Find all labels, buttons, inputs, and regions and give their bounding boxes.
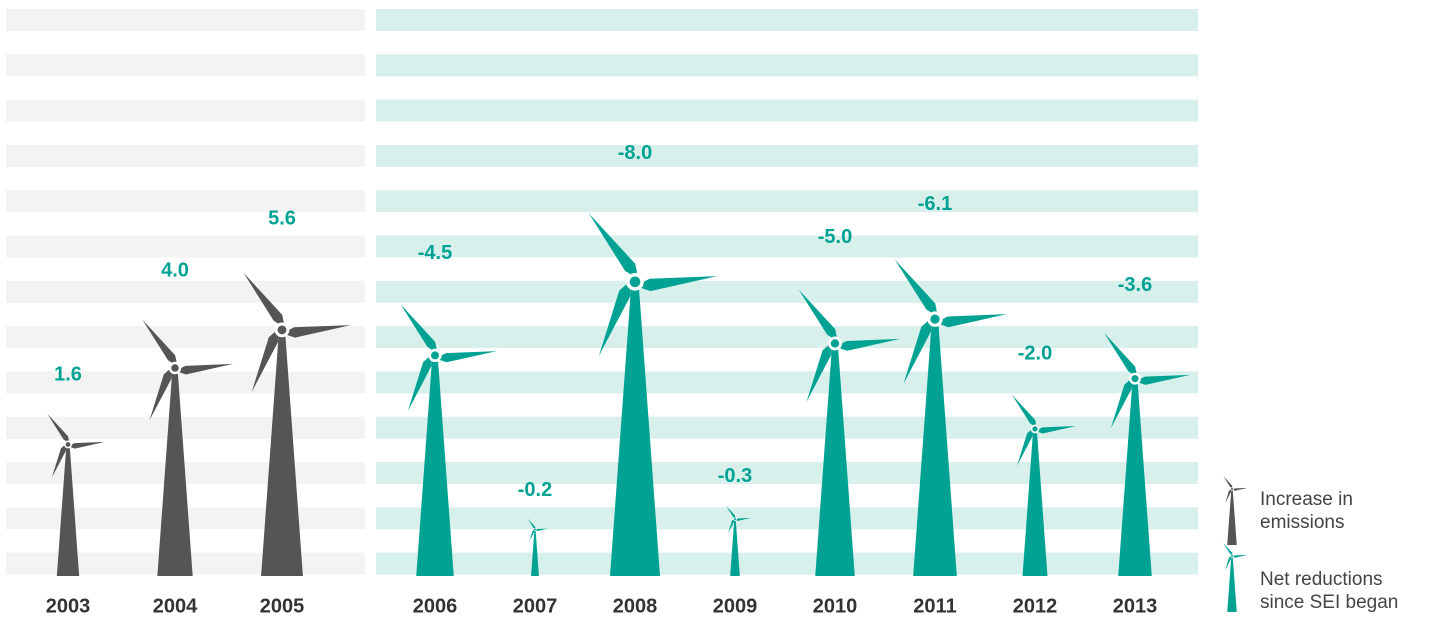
value-label: -0.2: [518, 479, 552, 501]
background-stripe: [376, 100, 1198, 122]
chart: 2003 2004 2005 2006 2007 2008 2009 2010 2011 2012…: [0, 0, 1435, 618]
background-stripe: [6, 281, 365, 303]
background-stripe: [376, 417, 1198, 439]
turbine: [142, 320, 233, 576]
value-label: -3.6: [1118, 274, 1152, 296]
background-stripe: [376, 326, 1198, 348]
legend-label: Net reductions since SEI began: [1260, 568, 1430, 614]
x-tick-label: 2003: [46, 595, 91, 617]
hub-center: [630, 277, 641, 288]
hub-center: [1231, 555, 1233, 557]
background-stripe: [376, 462, 1198, 484]
value-label: -5.0: [818, 226, 852, 248]
x-tick-label: 2012: [1013, 595, 1058, 617]
x-tick-label: 2010: [813, 595, 858, 617]
background-stripe: [376, 371, 1198, 393]
background-stripe: [376, 145, 1198, 167]
page: 2003 2004 2005 2006 2007 2008 2009 2010 2011 2012…: [0, 0, 1435, 618]
blade: [1225, 556, 1231, 570]
x-tick-label: 2005: [260, 595, 305, 617]
background-stripe: [6, 236, 365, 258]
hub-center: [831, 339, 839, 347]
blade: [1232, 555, 1248, 558]
background-stripe: [6, 100, 365, 122]
value-label: -8.0: [618, 142, 652, 164]
hub-center: [734, 518, 736, 520]
tower: [261, 330, 303, 576]
background-stripe: [376, 9, 1198, 31]
background-stripe: [376, 507, 1198, 529]
background-stripe: [6, 9, 365, 31]
background-stripe: [376, 236, 1198, 258]
x-tick-label: 2011: [913, 595, 956, 617]
hub-center: [1131, 375, 1138, 382]
background-stripe: [6, 54, 365, 76]
background-stripe: [6, 190, 365, 212]
hub-center: [1231, 488, 1233, 490]
x-tick-label: 2008: [613, 595, 658, 617]
tower: [1227, 489, 1237, 545]
tower: [1227, 556, 1237, 612]
x-tick-label: 2004: [153, 595, 198, 617]
tower: [913, 319, 957, 576]
blade: [68, 442, 105, 449]
x-tick-label: 2006: [413, 595, 458, 617]
value-label: 1.6: [54, 363, 82, 385]
value-label: -2.0: [1018, 342, 1052, 364]
legend-icon: [1223, 476, 1247, 545]
hub-center: [66, 442, 71, 447]
background-stripe: [376, 54, 1198, 76]
background-stripe: [376, 553, 1198, 575]
legend-icon: [1223, 543, 1247, 612]
hub-center: [431, 351, 439, 359]
background-stripe: [6, 145, 365, 167]
hub-center: [171, 364, 178, 371]
value-label: -6.1: [918, 193, 952, 215]
blade: [529, 529, 534, 541]
x-tick-label: 2007: [513, 595, 558, 617]
value-label: -0.3: [718, 465, 752, 487]
blade: [935, 314, 1006, 327]
value-label: -4.5: [418, 242, 452, 264]
blade: [435, 351, 496, 362]
legend-label: Increase in emissions: [1260, 488, 1430, 534]
tower: [1022, 429, 1047, 576]
x-tick-label: 2009: [713, 595, 758, 617]
turbine: [1104, 333, 1190, 576]
hub-center: [930, 315, 939, 324]
background-stripe: [376, 190, 1198, 212]
blade: [1232, 488, 1248, 491]
blade: [1225, 489, 1231, 503]
hub-center: [1032, 426, 1037, 431]
hub-center: [278, 325, 287, 334]
hub-center: [534, 528, 536, 530]
background-stripe: [376, 281, 1198, 303]
x-tick-label: 2013: [1113, 595, 1158, 617]
value-label: 4.0: [161, 259, 189, 281]
blade: [1223, 476, 1232, 489]
value-label: 5.6: [268, 208, 296, 230]
